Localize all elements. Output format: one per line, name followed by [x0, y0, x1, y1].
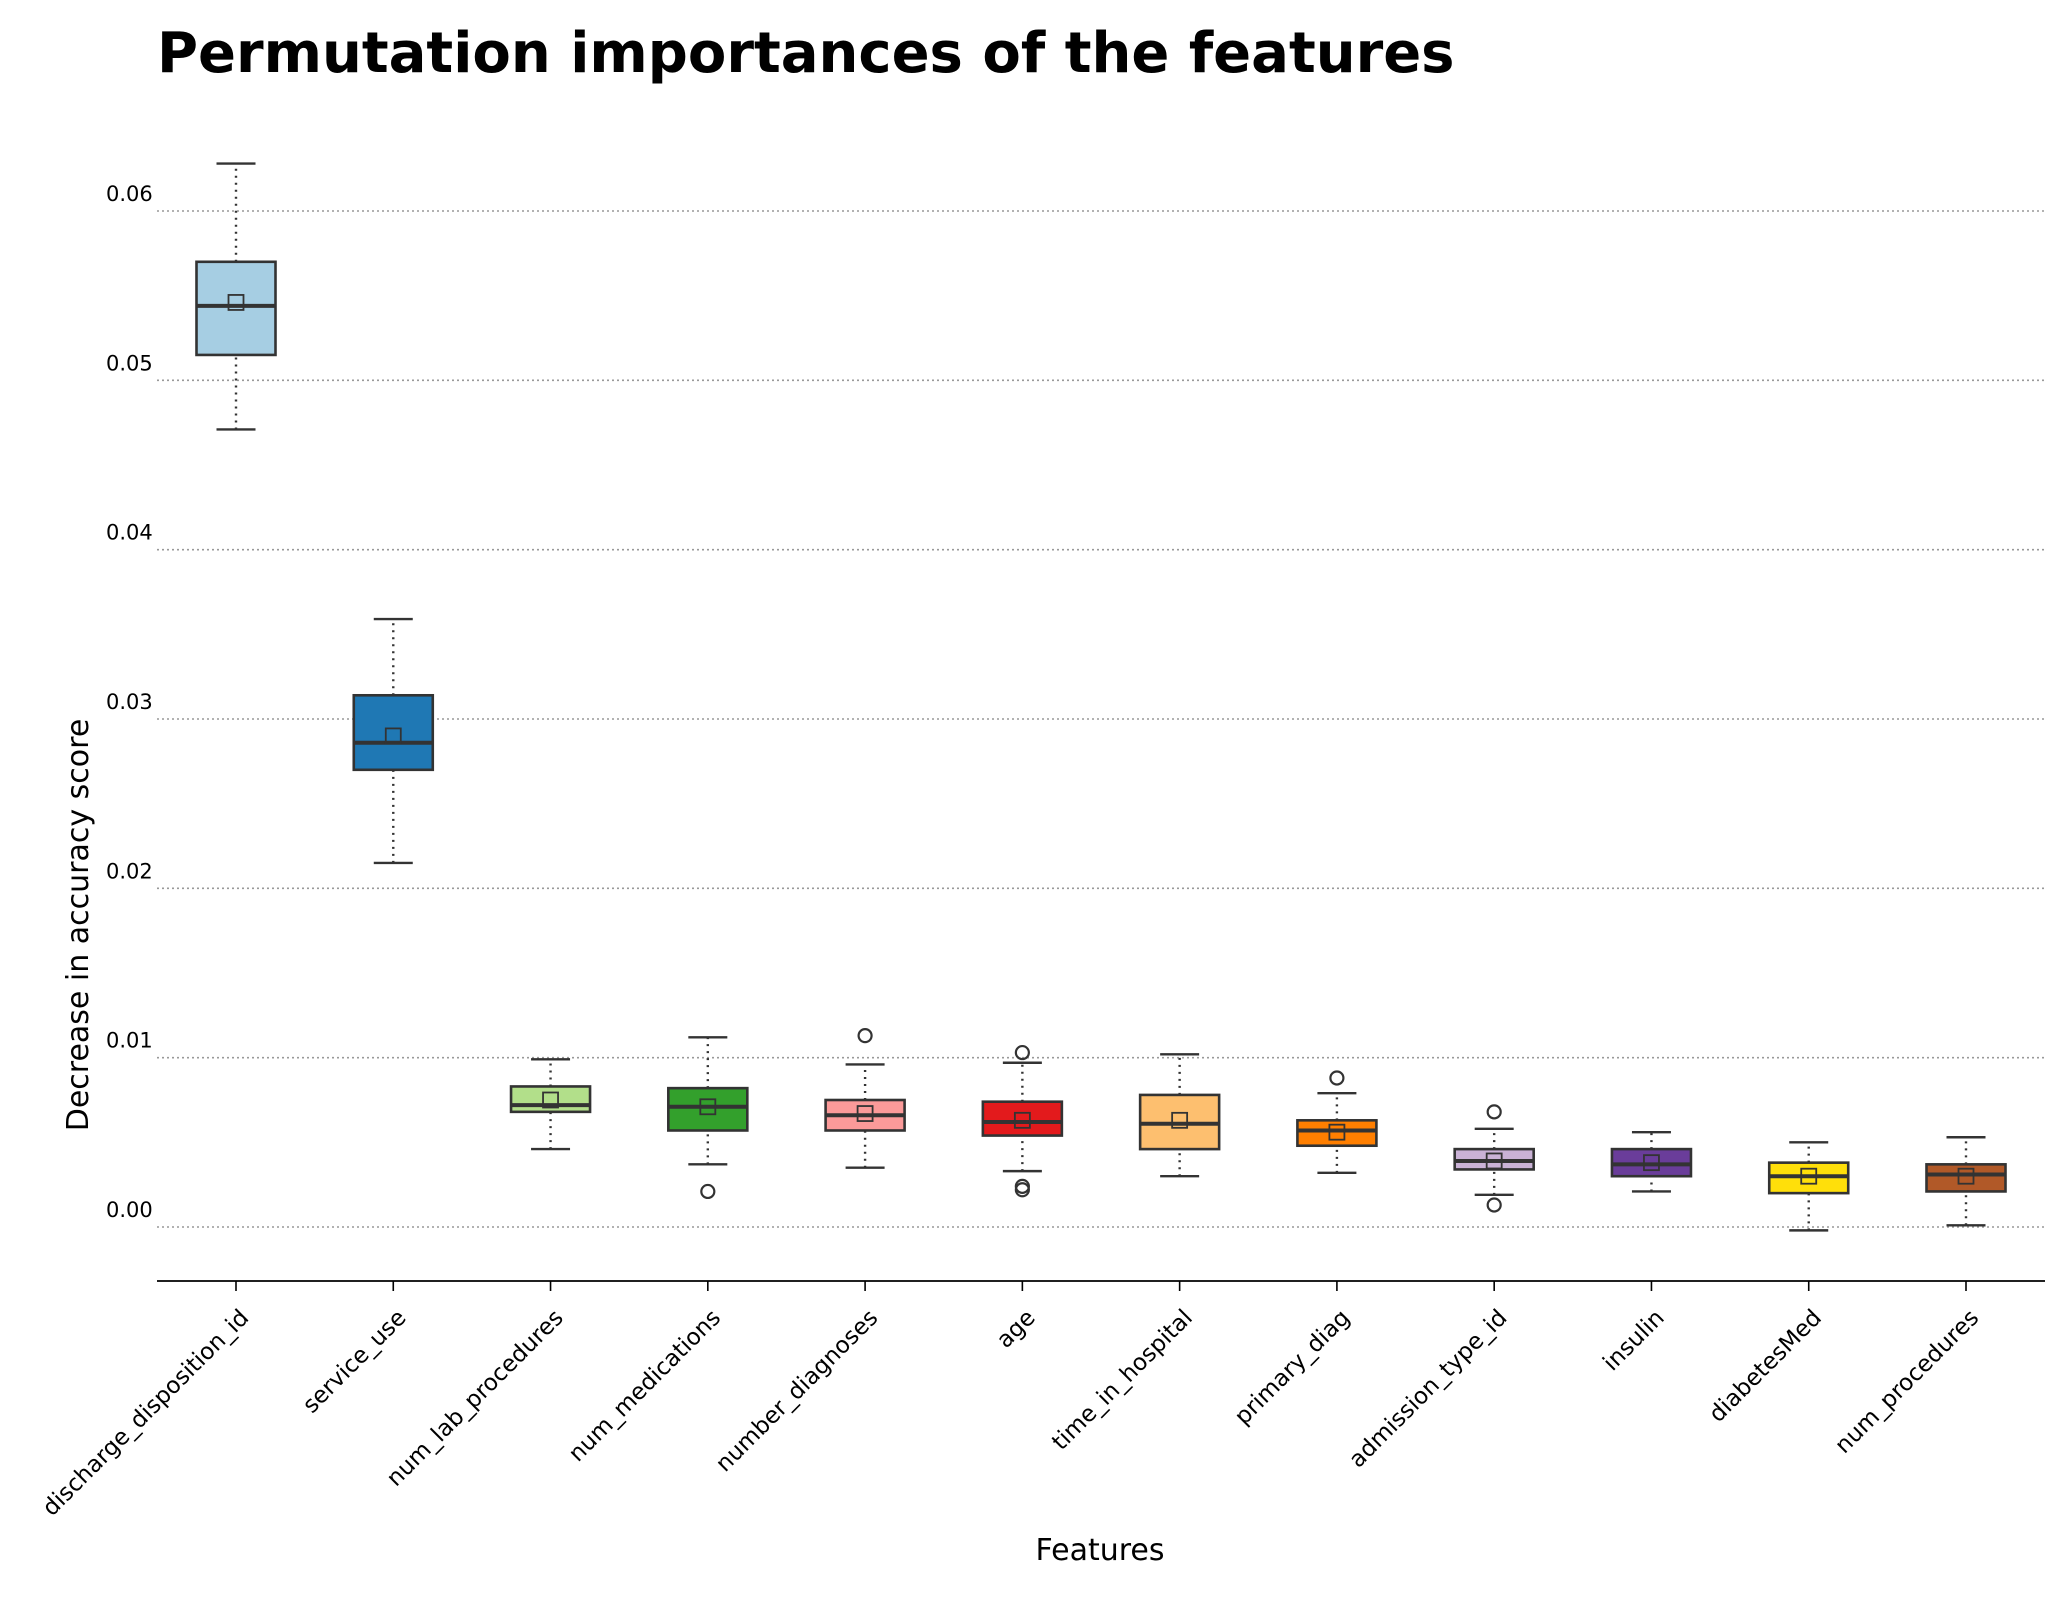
y-tick-label: 0.00 [106, 1198, 153, 1222]
outlier-point [700, 1183, 716, 1200]
mean-marker [699, 1098, 717, 1116]
mean-marker [1485, 1152, 1503, 1170]
box-body [195, 260, 277, 357]
x-axis-ticks: discharge_disposition_id service_usenum_l… [38, 1281, 1984, 1521]
box-group [1138, 1053, 1221, 1178]
mean-marker [542, 1091, 559, 1109]
mean-marker [227, 294, 245, 311]
x-tick-label: time_in_hospital [1047, 1305, 1198, 1456]
box-group [1296, 1070, 1378, 1175]
box-body [667, 1086, 749, 1132]
y-tick-label: 0.06 [106, 182, 153, 206]
x-tick-label: number_diagnoses [711, 1305, 883, 1477]
y-tick-label: 0.04 [106, 521, 153, 545]
y-tick-label: 0.03 [106, 690, 153, 714]
x-tick-label: num_medications [564, 1305, 726, 1467]
x-axis-label: Features [1036, 1533, 1165, 1568]
x-tick-label: num_lab_procedures [382, 1305, 569, 1492]
x-tick-label: discharge_disposition_id [38, 1305, 254, 1521]
mean-marker [1800, 1167, 1818, 1185]
outlier-point [1014, 1182, 1030, 1198]
box-group [352, 617, 435, 865]
box-group [1453, 1104, 1535, 1213]
outlier-point [1014, 1044, 1030, 1061]
mean-marker [856, 1105, 874, 1122]
x-tick-label: num_procedures [1830, 1305, 1984, 1459]
y-tick-label: 0.05 [106, 351, 153, 375]
x-tick-label: primary_diag [1230, 1305, 1355, 1430]
y-axis-ticks: 0.00 0.01 0.02 0.03 0.04 0.05 0.06 [106, 182, 153, 1222]
box-group [509, 1058, 592, 1151]
box-group [195, 162, 277, 431]
outlier-point [1486, 1104, 1502, 1120]
box-group [667, 1036, 749, 1200]
x-tick-label: insulin [1598, 1305, 1669, 1376]
mean-marker [1643, 1154, 1660, 1172]
box-body [981, 1100, 1064, 1137]
y-axis-label: Decrease in accuracy score [61, 719, 96, 1132]
box-group [1925, 1136, 2007, 1227]
grid-lines [157, 210, 2045, 1228]
mean-marker [1171, 1111, 1189, 1129]
outlier-point [857, 1028, 873, 1044]
mean-marker [1013, 1111, 1031, 1129]
box-body [352, 693, 435, 772]
box-group [981, 1044, 1064, 1198]
y-tick-label: 0.02 [106, 859, 153, 883]
x-tick-label: service_use [298, 1305, 412, 1419]
outlier-point [1486, 1197, 1502, 1213]
box-group [1610, 1130, 1693, 1193]
x-tick-label: diabetesMed [1704, 1305, 1827, 1428]
chart-title: Permutation importances of the features [157, 21, 1455, 86]
y-tick-label: 0.01 [106, 1029, 153, 1053]
box-group [1767, 1141, 1850, 1232]
mean-marker [1957, 1167, 1975, 1185]
boxes [195, 162, 2007, 1232]
box-group [824, 1028, 906, 1169]
mean-marker [1328, 1123, 1346, 1141]
outlier-point [1329, 1070, 1345, 1086]
mean-marker [384, 727, 402, 745]
x-tick-label: admission_type_id [1344, 1305, 1512, 1473]
x-tick-label: age [992, 1305, 1041, 1354]
